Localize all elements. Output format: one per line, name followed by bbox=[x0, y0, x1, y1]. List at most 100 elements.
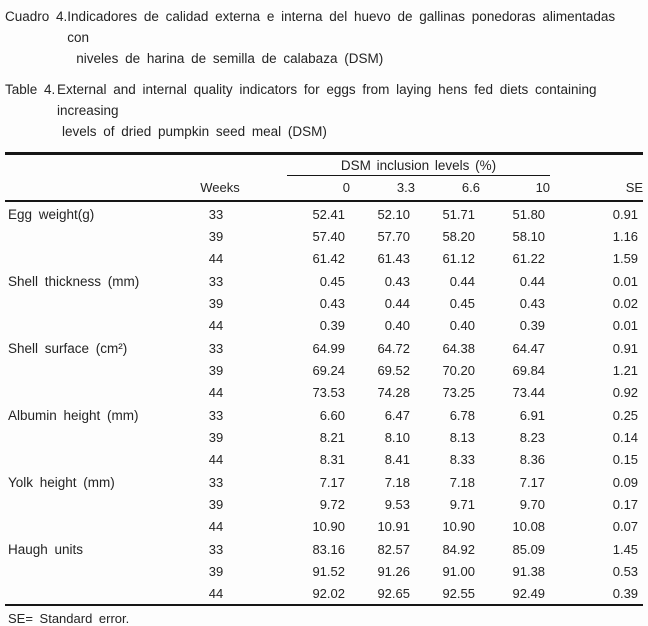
value-cell-level-10: 69.84 bbox=[512, 362, 546, 378]
dsm-span-header: DSM inclusion levels (%) bbox=[287, 155, 551, 176]
value-cell-level-0: 52.41 bbox=[312, 206, 345, 222]
value-cell-level-6.6: 9.71 bbox=[449, 496, 475, 512]
value-cell-level-6.6: 61.12 bbox=[442, 250, 475, 266]
parameter-label: Yolk height (mm) bbox=[8, 474, 115, 490]
table-row: 39 9.72 9.53 9.71 9.70 0.17 bbox=[5, 493, 643, 515]
span-header-row: DSM inclusion levels (%) bbox=[5, 154, 643, 177]
se-cell: 0.07 bbox=[612, 518, 639, 534]
weeks-cell: 44 bbox=[208, 585, 224, 601]
weeks-cell: 33 bbox=[208, 340, 224, 356]
parameter-label: Egg weight(g) bbox=[8, 206, 95, 222]
parameter-label bbox=[5, 448, 195, 470]
value-cell-level-10: 91.38 bbox=[512, 563, 546, 579]
value-cell-level-10: 58.10 bbox=[512, 228, 546, 244]
table-row: Shell surface (cm²) 33 64.99 64.72 64.38 64.4… bbox=[5, 336, 643, 359]
title-spanish-line1: Indicadores de calidad externa e interna… bbox=[67, 9, 616, 45]
se-cell: 0.14 bbox=[612, 429, 639, 445]
se-cell: 0.15 bbox=[612, 451, 639, 467]
span-header-spacer-right bbox=[550, 154, 643, 177]
value-cell-level-10: 0.43 bbox=[519, 295, 546, 311]
se-cell: 0.09 bbox=[612, 474, 639, 490]
value-cell-level-0: 6.60 bbox=[319, 407, 345, 423]
table-row: Albumin height (mm) 33 6.60 6.47 6.78 6.91 0.2… bbox=[5, 403, 643, 426]
value-cell-level-10: 8.36 bbox=[519, 451, 546, 467]
value-cell-level-6.6: 0.45 bbox=[449, 295, 475, 311]
value-cell-level-0: 83.16 bbox=[312, 541, 345, 557]
parameter-label: Shell surface (cm²) bbox=[8, 340, 128, 356]
value-cell-level-3.3: 57.70 bbox=[377, 228, 410, 244]
value-cell-level-6.6: 73.25 bbox=[442, 384, 475, 400]
value-cell-level-10: 73.44 bbox=[512, 384, 546, 400]
value-cell-level-3.3: 61.43 bbox=[377, 250, 410, 266]
parameter-label: Shell thickness (mm) bbox=[8, 273, 140, 289]
value-cell-level-6.6: 70.20 bbox=[442, 362, 475, 378]
value-cell-level-0: 8.21 bbox=[319, 429, 345, 445]
parameter-label bbox=[5, 292, 195, 314]
weeks-cell: 44 bbox=[208, 384, 224, 400]
title-english: Table 4. External and internal quality i… bbox=[5, 79, 643, 142]
value-cell-level-0: 0.39 bbox=[319, 317, 345, 333]
value-cell-level-3.3: 0.43 bbox=[384, 273, 410, 289]
value-cell-level-10: 9.70 bbox=[519, 496, 546, 512]
table-row: Haugh units 33 83.16 82.57 84.92 85.09 1.45 bbox=[5, 537, 643, 560]
se-cell: 0.39 bbox=[612, 585, 639, 601]
table-row: 44 73.53 74.28 73.25 73.44 0.92 bbox=[5, 381, 643, 403]
value-cell-level-0: 64.99 bbox=[312, 340, 345, 356]
title-english-text: External and internal quality indicators… bbox=[57, 79, 643, 142]
weeks-cell: 39 bbox=[208, 563, 224, 579]
weeks-cell: 44 bbox=[208, 250, 224, 266]
se-cell: 0.02 bbox=[612, 295, 639, 311]
level-column-header-6-6: 6.6 bbox=[415, 176, 480, 202]
value-cell-level-6.6: 10.90 bbox=[442, 518, 475, 534]
title-block: Cuadro 4. Indicadores de calidad externa… bbox=[5, 6, 643, 142]
table-row: 39 8.21 8.10 8.13 8.23 0.14 bbox=[5, 426, 643, 448]
value-cell-level-3.3: 7.18 bbox=[384, 474, 410, 490]
value-cell-level-10: 8.23 bbox=[519, 429, 546, 445]
weeks-cell: 44 bbox=[208, 451, 224, 467]
value-cell-level-6.6: 0.44 bbox=[449, 273, 475, 289]
value-cell-level-3.3: 0.40 bbox=[384, 317, 410, 333]
page: Cuadro 4. Indicadores de calidad externa… bbox=[5, 6, 644, 626]
value-cell-level-3.3: 0.44 bbox=[384, 295, 410, 311]
value-cell-level-6.6: 84.92 bbox=[442, 541, 475, 557]
table-row: Yolk height (mm) 33 7.17 7.18 7.18 7.17 0.09 bbox=[5, 470, 643, 493]
value-cell-level-10: 85.09 bbox=[512, 541, 546, 557]
parameter-label bbox=[5, 426, 195, 448]
weeks-cell: 33 bbox=[208, 273, 224, 289]
se-cell: 1.21 bbox=[612, 362, 639, 378]
weeks-cell: 44 bbox=[208, 317, 224, 333]
weeks-cell: 39 bbox=[208, 228, 224, 244]
value-cell-level-10: 0.44 bbox=[519, 273, 546, 289]
table-row: Egg weight(g) 33 52.41 52.10 51.71 51.80 0.91 bbox=[5, 201, 643, 225]
parameter-label bbox=[5, 359, 195, 381]
table-row: 39 69.24 69.52 70.20 69.84 1.21 bbox=[5, 359, 643, 381]
value-cell-level-0: 0.43 bbox=[319, 295, 345, 311]
title-spanish-line2: niveles de harina de semilla de calabaza… bbox=[76, 51, 384, 66]
weeks-cell: 33 bbox=[208, 407, 224, 423]
value-cell-level-6.6: 0.40 bbox=[449, 317, 475, 333]
value-cell-level-0: 57.40 bbox=[312, 228, 345, 244]
value-cell-level-3.3: 92.65 bbox=[377, 585, 410, 601]
value-cell-level-10: 92.49 bbox=[512, 585, 546, 601]
weeks-cell: 33 bbox=[208, 541, 224, 557]
se-cell: 0.01 bbox=[612, 317, 639, 333]
value-cell-level-0: 9.72 bbox=[319, 496, 345, 512]
table-head: DSM inclusion levels (%) Weeks 0 3.3 6.6… bbox=[5, 154, 644, 202]
parameter-label bbox=[5, 582, 195, 605]
weeks-cell: 33 bbox=[208, 206, 224, 222]
weeks-cell: 39 bbox=[208, 295, 224, 311]
value-cell-level-0: 8.31 bbox=[319, 451, 345, 467]
parameter-label bbox=[5, 560, 195, 582]
se-cell: 1.45 bbox=[612, 541, 639, 557]
se-cell: 0.17 bbox=[612, 496, 639, 512]
value-cell-level-6.6: 8.13 bbox=[449, 429, 475, 445]
title-spanish: Cuadro 4. Indicadores de calidad externa… bbox=[5, 6, 643, 69]
parameter-label: Albumin height (mm) bbox=[8, 407, 139, 423]
parameter-label bbox=[5, 493, 195, 515]
value-cell-level-3.3: 8.10 bbox=[384, 429, 410, 445]
value-cell-level-6.6: 8.33 bbox=[449, 451, 475, 467]
se-column-header: SE bbox=[550, 176, 644, 202]
title-spanish-text: Indicadores de calidad externa e interna… bbox=[67, 6, 643, 69]
weeks-cell: 33 bbox=[208, 474, 224, 490]
value-cell-level-0: 7.17 bbox=[319, 474, 345, 490]
